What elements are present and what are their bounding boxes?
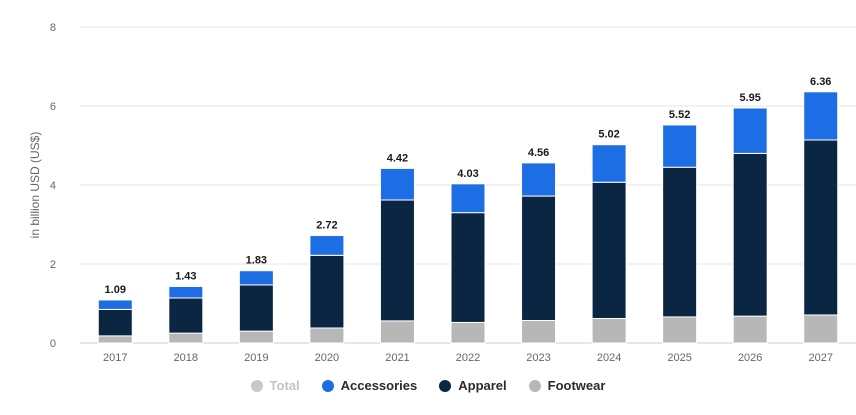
- y-axis-label: in billion USD (US$): [28, 132, 42, 239]
- x-axis-ticks: 2017 2018 2019 2020 2021 2022 2023 2024 2025 2026…: [103, 352, 833, 364]
- bar-segment-footwear[interactable]: [309, 327, 345, 344]
- bar-segment-apparel[interactable]: [97, 308, 133, 337]
- bar-segment-accessories[interactable]: [309, 235, 345, 256]
- total-data-label: 4.03: [457, 168, 478, 180]
- y-tick-label: 4: [50, 180, 56, 192]
- y-tick-label: 6: [50, 101, 56, 113]
- bar-segment-accessories[interactable]: [238, 270, 274, 286]
- bar-segment-accessories[interactable]: [732, 107, 768, 154]
- total-data-label: 2.72: [316, 220, 337, 232]
- legend-marker-icon: [439, 379, 452, 392]
- x-tick-label: 2023: [526, 352, 550, 364]
- x-tick-label: 2021: [385, 352, 409, 364]
- x-tick-label: 2022: [456, 352, 480, 364]
- legend-item-total[interactable]: Total: [250, 378, 300, 393]
- chart-legend: Total Accessories Apparel Footwear: [0, 378, 856, 393]
- legend-marker-icon: [250, 379, 263, 392]
- bar-segment-apparel[interactable]: [732, 152, 768, 317]
- legend-item-accessories[interactable]: Accessories: [321, 378, 418, 393]
- bar-segment-apparel[interactable]: [803, 139, 839, 316]
- x-tick-label: 2024: [597, 352, 621, 364]
- bar-segment-footwear[interactable]: [97, 335, 133, 344]
- x-tick-label: 2027: [808, 352, 832, 364]
- x-tick-label: 2020: [315, 352, 339, 364]
- total-data-label: 6.36: [810, 76, 831, 88]
- bar-segment-accessories[interactable]: [379, 167, 415, 201]
- legend-marker-icon: [321, 379, 334, 392]
- bar-segment-footwear[interactable]: [238, 330, 274, 344]
- total-data-label: 1.09: [105, 284, 126, 296]
- x-tick-label: 2018: [174, 352, 198, 364]
- total-data-label: 4.42: [387, 152, 408, 164]
- total-labels: 1.09 1.43 1.83 2.72 4.42 4.03 4.56 5.02 5.52 5.95…: [105, 76, 832, 296]
- bar-segment-footwear[interactable]: [450, 321, 486, 344]
- bar-segment-footwear[interactable]: [803, 314, 839, 344]
- total-data-label: 1.43: [175, 271, 196, 283]
- bar-segment-accessories[interactable]: [803, 91, 839, 141]
- bar-segment-accessories[interactable]: [662, 124, 698, 168]
- bars: [97, 91, 839, 344]
- y-tick-label: 2: [50, 259, 56, 271]
- legend-item-apparel[interactable]: Apparel: [439, 378, 507, 393]
- bar-segment-accessories[interactable]: [591, 144, 627, 183]
- bar-segment-footwear[interactable]: [521, 319, 557, 344]
- x-tick-label: 2019: [244, 352, 268, 364]
- y-tick-label: 8: [50, 22, 56, 34]
- bar-segment-accessories[interactable]: [168, 286, 204, 299]
- legend-label: Apparel: [458, 378, 507, 393]
- bar-segment-accessories[interactable]: [521, 162, 557, 197]
- legend-label: Accessories: [340, 378, 418, 393]
- legend-label: Total: [269, 378, 300, 393]
- y-axis-ticks: 0 2 4 6 8: [50, 22, 56, 350]
- legend-item-footwear[interactable]: Footwear: [528, 378, 606, 393]
- total-data-label: 5.52: [669, 109, 690, 121]
- bar-segment-footwear[interactable]: [168, 332, 204, 344]
- bar-segment-footwear[interactable]: [662, 316, 698, 344]
- x-tick-label: 2026: [738, 352, 762, 364]
- total-data-label: 4.56: [528, 147, 549, 159]
- bar-segment-footwear[interactable]: [379, 320, 415, 344]
- legend-marker-icon: [528, 379, 541, 392]
- bar-segment-apparel[interactable]: [521, 195, 557, 321]
- bar-segment-apparel[interactable]: [662, 166, 698, 318]
- stacked-bar-chart: 0 2 4 6 8 in billion USD (US$) 1.09 1.43 1.83 2…: [28, 22, 856, 364]
- bar-segment-footwear[interactable]: [591, 318, 627, 344]
- bar-segment-footwear[interactable]: [732, 315, 768, 344]
- bar-segment-apparel[interactable]: [238, 284, 274, 332]
- bar-segment-apparel[interactable]: [591, 181, 627, 320]
- bar-segment-apparel[interactable]: [309, 254, 345, 329]
- total-data-label: 1.83: [246, 255, 267, 267]
- bar-segment-apparel[interactable]: [168, 297, 204, 334]
- bar-segment-apparel[interactable]: [450, 212, 486, 323]
- bar-segment-accessories[interactable]: [450, 183, 486, 214]
- bar-segment-accessories[interactable]: [97, 299, 133, 310]
- total-data-label: 5.95: [739, 92, 760, 104]
- legend-label: Footwear: [547, 378, 606, 393]
- x-tick-label: 2025: [667, 352, 691, 364]
- y-tick-label: 0: [50, 338, 56, 350]
- bar-segment-apparel[interactable]: [379, 199, 415, 322]
- total-data-label: 5.02: [598, 129, 619, 141]
- x-tick-label: 2017: [103, 352, 127, 364]
